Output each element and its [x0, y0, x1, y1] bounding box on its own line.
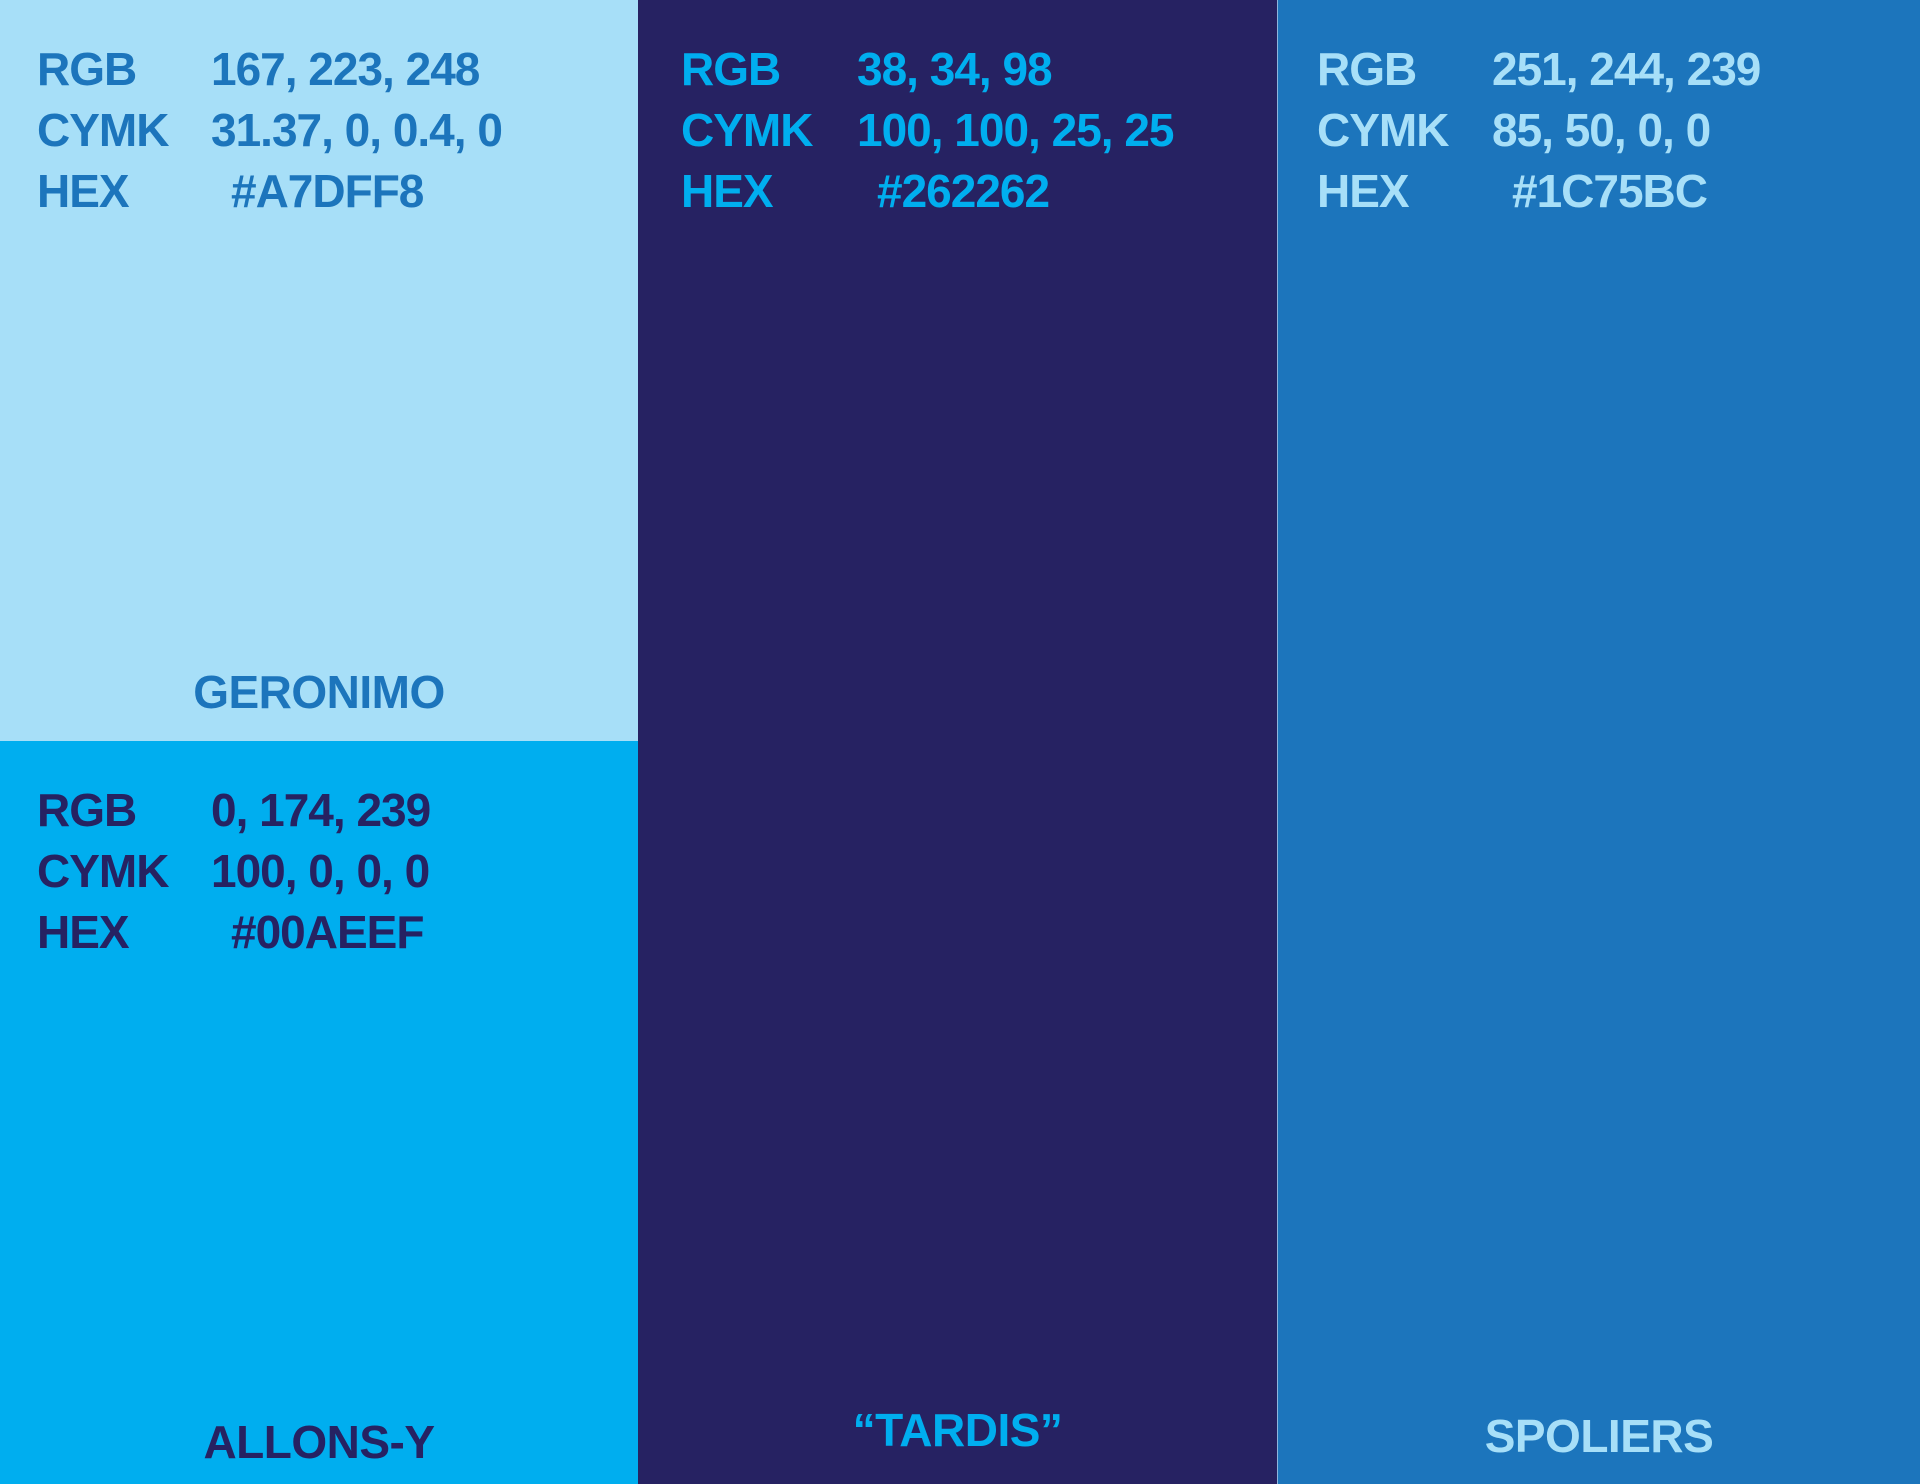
spec-label: RGB [37, 784, 137, 836]
spec-value: 85, 50, 0, 0 [1492, 104, 1711, 156]
spec-value: 251, 244, 239 [1492, 43, 1761, 95]
spec-value: 38, 34, 98 [857, 43, 1053, 95]
spec-value: #1C75BC [1512, 165, 1708, 217]
spec-value: #262262 [877, 165, 1050, 217]
spec-label: CYMK [37, 845, 169, 897]
spec-label: CYMK [1317, 104, 1449, 156]
spec-label: HEX [37, 165, 130, 217]
spec-value: #00AEEF [231, 906, 424, 958]
color-swatch: RGB 251, 244, 239 CYMK 85, 50, 0, 0 HEX #1C75… [1277, 0, 1920, 1484]
spec-label: RGB [681, 43, 781, 95]
spec-value: 0, 174, 239 [211, 784, 431, 836]
spec-value: 100, 0, 0, 0 [211, 845, 430, 897]
spec-label: CYMK [37, 104, 169, 156]
spec-value: 31.37, 0, 0.4, 0 [211, 104, 503, 156]
spec-label: HEX [37, 906, 130, 958]
color-name: ALLONS-Y [203, 1416, 435, 1468]
color-name: SPOLIERS [1484, 1410, 1714, 1462]
spec-label: CYMK [681, 104, 813, 156]
spec-label: HEX [681, 165, 774, 217]
color-name: GERONIMO [193, 666, 445, 718]
spec-value: #A7DFF8 [231, 165, 424, 217]
color-swatch: RGB 38, 34, 98 CYMK 100, 100, 25, 25 HEX #262… [638, 0, 1277, 1484]
spec-label: RGB [1317, 43, 1417, 95]
color-swatch: RGB 0, 174, 239 CYMK 100, 0, 0, 0 HEX #00AEEF… [0, 741, 638, 1484]
spec-label: RGB [37, 43, 137, 95]
spec-value: 167, 223, 248 [211, 43, 480, 95]
color-swatch: RGB 167, 223, 248 CYMK 31.37, 0, 0.4, 0 HEX #… [0, 0, 638, 741]
color-name: “TARDIS” [852, 1404, 1063, 1456]
spec-value: 100, 100, 25, 25 [857, 104, 1175, 156]
spec-label: HEX [1317, 165, 1410, 217]
